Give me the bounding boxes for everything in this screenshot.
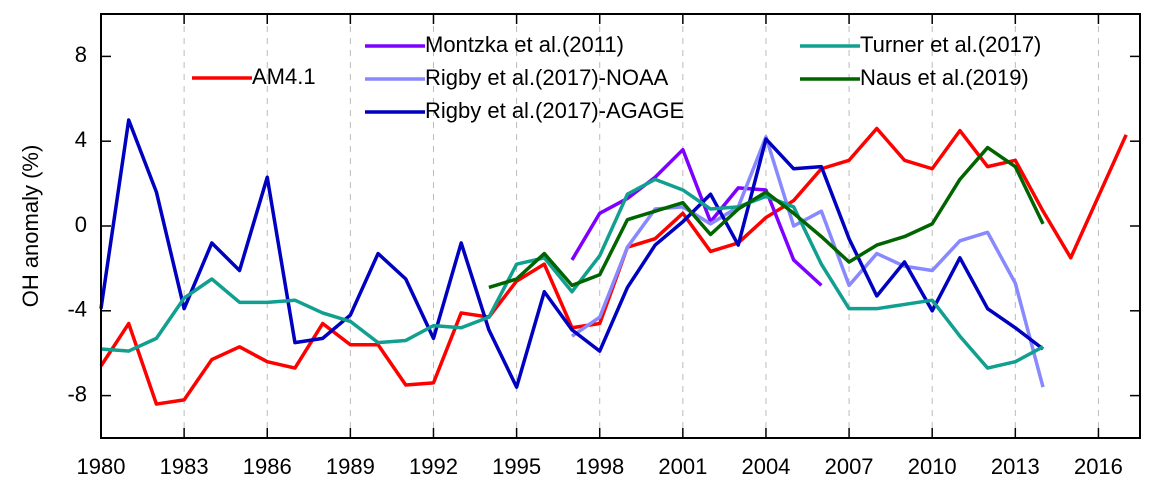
x-tick-label: 2010 — [908, 454, 957, 479]
y-tick-label: 8 — [75, 42, 87, 67]
series-line — [488, 145, 1045, 290]
x-tick-label: 1998 — [575, 454, 624, 479]
legend-label: Turner et al.(2017) — [860, 32, 1041, 57]
y-tick-label: 0 — [75, 212, 87, 237]
legend-label: AM4.1 — [252, 64, 316, 89]
x-tick-label: 1980 — [77, 454, 126, 479]
x-tick-label: 1995 — [492, 454, 541, 479]
x-tick-label: 2001 — [658, 454, 707, 479]
x-tick-label: 2007 — [825, 454, 874, 479]
y-axis-label: OH anomaly (%) — [18, 145, 43, 308]
y-tick-label: 4 — [75, 127, 87, 152]
series-line — [99, 126, 1128, 406]
plot-frame — [100, 13, 1141, 439]
x-tick-label: 1986 — [243, 454, 292, 479]
legend-label: Naus et al.(2019) — [860, 65, 1029, 90]
series-line — [99, 118, 1045, 389]
legend-label: Montzka et al.(2011) — [425, 32, 624, 57]
legend-label: Rigby et al.(2017)-NOAA — [425, 65, 669, 90]
x-tick-label: 2016 — [1074, 454, 1123, 479]
x-tick-label: 1989 — [326, 454, 375, 479]
x-tick-label: 1983 — [160, 454, 209, 479]
series-line — [570, 147, 823, 287]
x-tick-label: 2004 — [741, 454, 790, 479]
series-line — [100, 177, 1044, 370]
x-tick-label: 2013 — [991, 454, 1040, 479]
y-tick-label: -4 — [67, 297, 87, 322]
legend-label: Rigby et al.(2017)-AGAGE — [425, 98, 684, 123]
y-tick-label: -8 — [67, 381, 87, 406]
x-tick-label: 1992 — [409, 454, 458, 479]
series-line — [571, 135, 1045, 388]
